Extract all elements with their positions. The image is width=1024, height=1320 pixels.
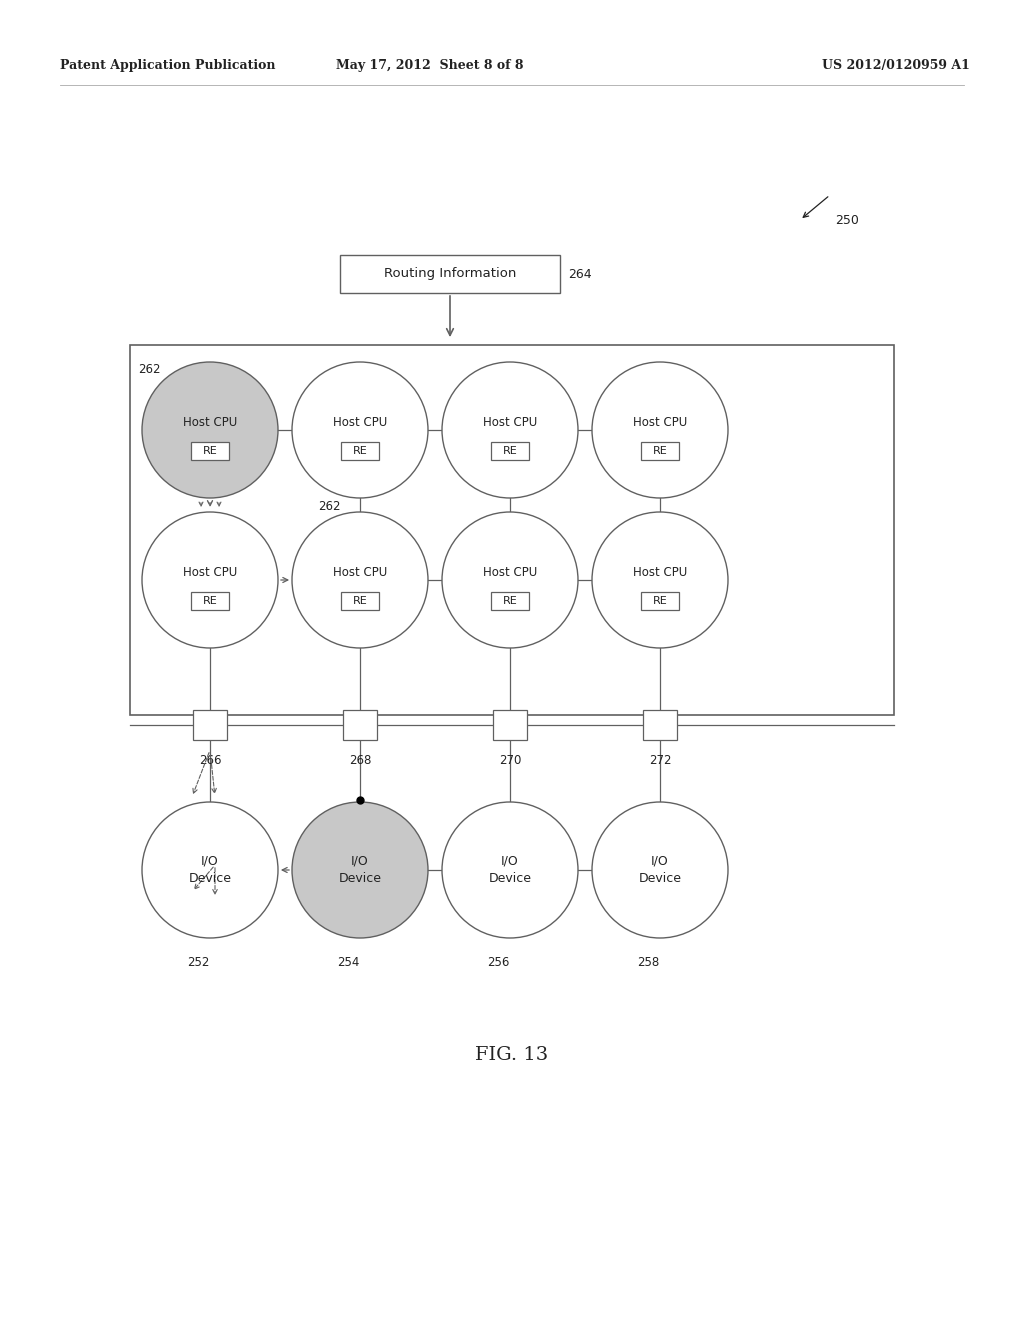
Text: 270: 270 bbox=[499, 754, 521, 767]
Circle shape bbox=[142, 362, 278, 498]
Text: Host CPU: Host CPU bbox=[183, 565, 238, 578]
Text: 256: 256 bbox=[486, 956, 509, 969]
Circle shape bbox=[292, 362, 428, 498]
Circle shape bbox=[442, 803, 578, 939]
Text: FIG. 13: FIG. 13 bbox=[475, 1045, 549, 1064]
Text: Host CPU: Host CPU bbox=[633, 416, 687, 429]
Text: May 17, 2012  Sheet 8 of 8: May 17, 2012 Sheet 8 of 8 bbox=[336, 58, 523, 71]
Text: 252: 252 bbox=[186, 956, 209, 969]
Text: RE: RE bbox=[652, 597, 668, 606]
Text: I/O
Device: I/O Device bbox=[488, 855, 531, 884]
Text: RE: RE bbox=[352, 597, 368, 606]
FancyBboxPatch shape bbox=[641, 591, 679, 610]
FancyBboxPatch shape bbox=[643, 710, 677, 741]
Circle shape bbox=[442, 512, 578, 648]
Text: Host CPU: Host CPU bbox=[483, 416, 538, 429]
Text: I/O
Device: I/O Device bbox=[639, 855, 682, 884]
Text: US 2012/0120959 A1: US 2012/0120959 A1 bbox=[822, 58, 970, 71]
Text: 264: 264 bbox=[568, 268, 592, 281]
FancyBboxPatch shape bbox=[641, 442, 679, 459]
Circle shape bbox=[592, 512, 728, 648]
Circle shape bbox=[292, 803, 428, 939]
Text: 262: 262 bbox=[318, 500, 341, 513]
Text: RE: RE bbox=[203, 597, 217, 606]
Circle shape bbox=[292, 512, 428, 648]
FancyBboxPatch shape bbox=[343, 710, 377, 741]
Text: Routing Information: Routing Information bbox=[384, 268, 516, 281]
Text: RE: RE bbox=[503, 597, 517, 606]
FancyBboxPatch shape bbox=[191, 591, 229, 610]
Text: 262: 262 bbox=[138, 363, 161, 376]
Text: Host CPU: Host CPU bbox=[333, 416, 387, 429]
Text: RE: RE bbox=[203, 446, 217, 455]
Text: Patent Application Publication: Patent Application Publication bbox=[60, 58, 275, 71]
Text: 268: 268 bbox=[349, 754, 371, 767]
Text: 250: 250 bbox=[835, 214, 859, 227]
Text: Host CPU: Host CPU bbox=[333, 565, 387, 578]
Circle shape bbox=[442, 362, 578, 498]
Circle shape bbox=[142, 803, 278, 939]
Text: 258: 258 bbox=[637, 956, 659, 969]
FancyBboxPatch shape bbox=[130, 345, 894, 715]
Text: Host CPU: Host CPU bbox=[633, 565, 687, 578]
Circle shape bbox=[592, 362, 728, 498]
Text: I/O
Device: I/O Device bbox=[339, 855, 382, 884]
FancyBboxPatch shape bbox=[341, 591, 379, 610]
FancyBboxPatch shape bbox=[341, 442, 379, 459]
FancyBboxPatch shape bbox=[490, 442, 529, 459]
Circle shape bbox=[592, 803, 728, 939]
Text: RE: RE bbox=[352, 446, 368, 455]
Text: 266: 266 bbox=[199, 754, 221, 767]
FancyBboxPatch shape bbox=[193, 710, 227, 741]
FancyBboxPatch shape bbox=[493, 710, 527, 741]
FancyBboxPatch shape bbox=[490, 591, 529, 610]
Text: RE: RE bbox=[652, 446, 668, 455]
FancyBboxPatch shape bbox=[191, 442, 229, 459]
Text: Host CPU: Host CPU bbox=[183, 416, 238, 429]
Text: Host CPU: Host CPU bbox=[483, 565, 538, 578]
Text: I/O
Device: I/O Device bbox=[188, 855, 231, 884]
FancyBboxPatch shape bbox=[340, 255, 560, 293]
Circle shape bbox=[142, 512, 278, 648]
Text: 272: 272 bbox=[649, 754, 672, 767]
Text: RE: RE bbox=[503, 446, 517, 455]
Text: 254: 254 bbox=[337, 956, 359, 969]
